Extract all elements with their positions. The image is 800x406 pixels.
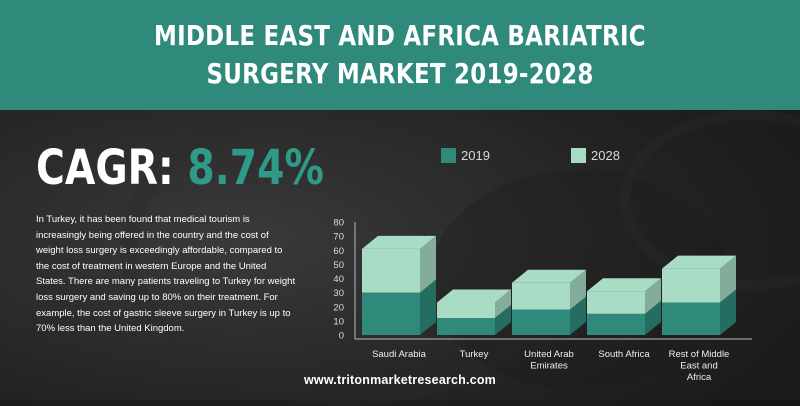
bar-side-2028-0 — [420, 235, 436, 293]
bar-top-2028-1 — [437, 289, 511, 303]
bar-side-2019-0 — [420, 279, 436, 335]
description-text: In Turkey, it has been found that medica… — [36, 214, 296, 335]
legend-swatch-2028 — [571, 148, 586, 163]
bar-top-2028-0 — [362, 235, 436, 249]
x-tick-label: United Arab Emirates — [524, 349, 574, 372]
x-tick-label: Rest of Middle East and Africa — [669, 349, 730, 383]
x-tick-label: South Africa — [598, 349, 650, 360]
bar-2019-4 — [662, 302, 720, 335]
bar-2028-3 — [587, 291, 645, 314]
legend-swatch-2019 — [441, 148, 456, 163]
bar-side-2019-4 — [720, 289, 736, 335]
title-banner: MIDDLE EAST AND AFRICA BARIATRIC SURGERY… — [0, 0, 800, 110]
bar-2019-0 — [362, 292, 420, 335]
y-tick-label: 20 — [333, 302, 344, 313]
title-line-2: SURGERY MARKET 2019-2028 — [206, 57, 594, 90]
bar-2028-4 — [662, 268, 720, 303]
bar-2028-0 — [362, 248, 420, 293]
title-line-1: MIDDLE EAST AND AFRICA BARIATRIC — [154, 19, 646, 52]
bar-top-2028-4 — [662, 255, 736, 269]
bar-2028-1 — [437, 302, 495, 319]
bar-2028-2 — [512, 282, 570, 310]
cagr-display: CAGR: 8.74% — [36, 140, 324, 196]
website-url: www.tritonmarketresearch.com — [303, 373, 496, 387]
y-tick-label: 80 — [333, 218, 344, 229]
legend-item-2019: 2019 — [441, 148, 490, 163]
cagr-value: 8.74% — [187, 140, 324, 196]
y-tick-label: 10 — [333, 316, 344, 327]
bar-side-2028-1 — [495, 289, 511, 319]
bar-top-2028-3 — [587, 278, 661, 292]
y-tick-label: 40 — [333, 274, 344, 285]
bar-side-2028-3 — [645, 278, 661, 314]
y-tick-label: 0 — [339, 331, 344, 342]
y-tick-label: 50 — [333, 260, 344, 271]
bar-side-2019-1 — [495, 305, 511, 335]
bar-side-2028-4 — [720, 255, 736, 303]
y-tick-label: 30 — [333, 288, 344, 299]
legend-item-2028: 2028 — [571, 148, 620, 163]
legend-label-2019: 2019 — [461, 148, 490, 163]
y-tick-label: 60 — [333, 246, 344, 257]
y-tick-label: 70 — [333, 232, 344, 243]
cagr-label: CAGR: — [36, 140, 174, 196]
x-tick-label: Turkey — [460, 349, 489, 360]
bar-2019-2 — [512, 309, 570, 335]
bar-side-2019-3 — [645, 300, 661, 335]
bar-side-2028-2 — [570, 269, 586, 310]
bar-2019-1 — [437, 318, 495, 335]
x-tick-label: Saudi Arabia — [372, 349, 427, 360]
bar-side-2019-2 — [570, 296, 586, 335]
bar-top-2028-2 — [512, 269, 586, 283]
bar-2019-3 — [587, 313, 645, 335]
legend-label-2028: 2028 — [591, 148, 620, 163]
